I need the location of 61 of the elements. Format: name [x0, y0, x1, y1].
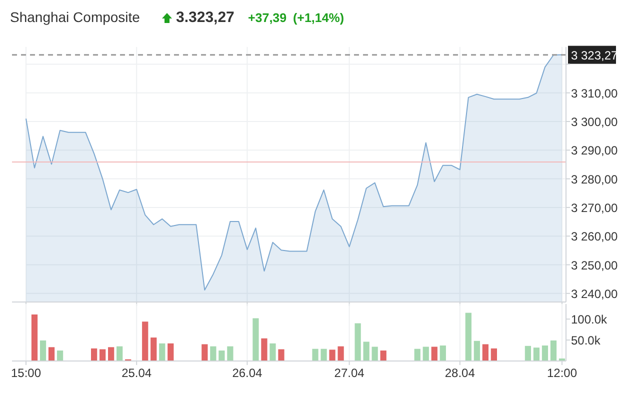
bar — [278, 349, 284, 361]
bar — [159, 343, 166, 361]
bar — [48, 347, 55, 361]
bar — [329, 350, 336, 361]
y-tick-label: 100.0k — [571, 312, 608, 327]
bar — [116, 346, 123, 361]
bar — [338, 346, 344, 361]
y-tick-label: 3 240,00 — [571, 286, 618, 301]
bar — [465, 312, 472, 361]
bar — [91, 348, 98, 361]
x-tick-label: 26.04 — [232, 366, 263, 380]
text: (+1,14%) — [293, 11, 344, 25]
bar — [440, 345, 446, 361]
bar — [422, 346, 429, 361]
bar — [168, 343, 174, 361]
bar — [414, 348, 420, 361]
chart-title: Shanghai Composite — [10, 9, 140, 25]
bar — [490, 348, 497, 361]
x-tick-label: 12:00 — [546, 366, 578, 380]
bar — [100, 349, 106, 361]
y-tick-label: 3 260,00 — [571, 230, 618, 244]
x-tick-label: 15:00 — [10, 366, 42, 380]
bar — [210, 346, 216, 361]
y-tick-label: 50.0k — [571, 334, 602, 348]
bar — [431, 346, 438, 361]
bar — [372, 346, 378, 361]
bar — [202, 344, 208, 361]
bar — [227, 346, 234, 361]
y-tick-label: 3 310,00 — [571, 86, 618, 100]
bar — [354, 323, 361, 361]
bar — [524, 346, 532, 361]
y-tick-label: 3 300,00 — [571, 114, 618, 129]
bar — [542, 345, 548, 361]
y-tick-label: 3 280,00 — [571, 172, 618, 186]
ref-line-label: 3 323,27 — [571, 48, 618, 62]
x-tick-label: 27.04 — [334, 366, 365, 380]
bar — [474, 340, 480, 361]
bar — [550, 340, 557, 361]
bar — [142, 322, 148, 361]
bar — [482, 344, 488, 361]
bar — [380, 350, 386, 361]
text: 3.323,27 — [176, 9, 234, 26]
x-tick-label: 28.04 — [444, 366, 476, 380]
bar — [320, 348, 327, 361]
bar — [312, 348, 318, 361]
y-tick-label: 3 290,00 — [571, 144, 618, 158]
bar — [252, 318, 259, 361]
bar — [218, 350, 225, 361]
bar — [31, 314, 38, 361]
bar — [363, 342, 370, 361]
bar — [533, 348, 540, 361]
bar — [150, 338, 157, 361]
text: +37,39 — [248, 11, 287, 25]
bar — [261, 338, 268, 361]
bar — [270, 343, 276, 361]
x-tick-label: 25.04 — [122, 366, 152, 380]
y-tick-label: 3 270,00 — [571, 200, 618, 215]
bar — [40, 340, 46, 361]
bar — [56, 350, 64, 361]
bar — [108, 347, 114, 361]
y-tick-label: 3 250,00 — [571, 258, 618, 272]
